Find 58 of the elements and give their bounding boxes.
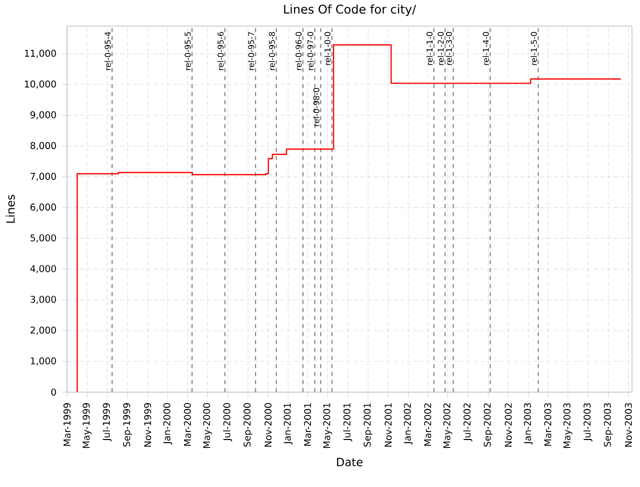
x-tick-label: Jul-2002 bbox=[463, 403, 472, 442]
x-tick-label: Jan-2002 bbox=[404, 403, 413, 444]
y-tick-label: 8,000 bbox=[30, 142, 56, 150]
ref-line-label: rel-0-98-0 bbox=[313, 88, 320, 126]
x-tick-label: May-1999 bbox=[82, 403, 92, 448]
y-tick-label: 1,000 bbox=[30, 357, 56, 366]
y-tick-label: 6,000 bbox=[30, 204, 56, 212]
ref-line-label: rel-0-96-0 bbox=[295, 32, 302, 70]
x-tick-label: May-2002 bbox=[443, 403, 452, 448]
x-tick-label: Nov-2000 bbox=[264, 403, 272, 447]
y-tick-label: 10,000 bbox=[24, 80, 56, 88]
x-axis-title: Date bbox=[337, 458, 362, 466]
x-tick-label: Jul-2003 bbox=[583, 403, 592, 442]
x-tick-label: Sep-2002 bbox=[484, 403, 493, 447]
x-tick-label: Nov-2001 bbox=[384, 403, 392, 447]
x-tick-label: Sep-1999 bbox=[123, 403, 132, 447]
ref-line-label: rel-0-95-8 bbox=[268, 32, 275, 70]
ref-line-label: rel-0-95-4 bbox=[104, 32, 111, 70]
x-tick-label: Mar-2000 bbox=[184, 403, 191, 446]
x-tick-label: Sep-2003 bbox=[604, 403, 613, 447]
ref-line-label: rel-0-95-5 bbox=[184, 32, 191, 70]
chart-title: Lines Of Code for city/ bbox=[284, 4, 416, 16]
ref-line-label: rel-1-5-0 bbox=[530, 32, 537, 65]
y-tick-label: 5,000 bbox=[30, 234, 56, 242]
x-tick-label: Jul-2000 bbox=[223, 403, 232, 442]
x-tick-label: Mar-2003 bbox=[544, 403, 552, 446]
x-tick-label: Sep-2000 bbox=[244, 403, 252, 447]
ref-line-label: rel-1-2-0 bbox=[438, 32, 444, 65]
x-tick-label: Jan-2001 bbox=[284, 403, 293, 444]
y-tick-label: 2,000 bbox=[30, 326, 56, 335]
ref-line-label: rel-0-95-7 bbox=[248, 32, 254, 70]
y-axis-title: Lines bbox=[6, 194, 15, 223]
ref-line-label: rel-1-4-0 bbox=[482, 32, 489, 65]
x-tick-label: May-2001 bbox=[323, 403, 332, 448]
x-tick-label: Nov-1999 bbox=[144, 403, 152, 447]
x-tick-label: Jul-2001 bbox=[343, 403, 352, 442]
y-tick-label: 0 bbox=[51, 388, 56, 396]
y-tick-label: 11,000 bbox=[24, 50, 56, 58]
ref-line-label: rel-0-97-0 bbox=[307, 32, 314, 70]
x-tick-label: Jul-1999 bbox=[102, 403, 112, 442]
x-tick-label: Mar-1999 bbox=[63, 403, 71, 446]
x-tick-label: Mar-2002 bbox=[424, 403, 432, 446]
x-tick-label: May-2000 bbox=[203, 403, 212, 448]
ref-line-label: rel-1-3-0 bbox=[446, 32, 452, 65]
x-tick-label: Mar-2001 bbox=[304, 403, 312, 446]
x-tick-label: Nov-2003 bbox=[624, 403, 632, 447]
y-tick-label: 4,000 bbox=[30, 265, 56, 274]
ref-line-label: rel-1-1-0 bbox=[426, 32, 433, 65]
x-tick-label: Nov-2002 bbox=[504, 403, 512, 447]
ref-line-label: rel-1-0-0 bbox=[324, 32, 331, 65]
ref-line-label: rel-0-95-6 bbox=[217, 32, 224, 70]
y-tick-label: 7,000 bbox=[30, 172, 56, 181]
x-tick-label: Jan-2003 bbox=[524, 403, 533, 444]
y-tick-label: 9,000 bbox=[30, 111, 56, 120]
x-tick-label: Sep-2001 bbox=[364, 403, 373, 447]
y-tick-label: 3,000 bbox=[30, 296, 56, 304]
x-tick-label: Jan-2000 bbox=[163, 403, 172, 444]
x-tick-label: May-2003 bbox=[563, 403, 572, 448]
